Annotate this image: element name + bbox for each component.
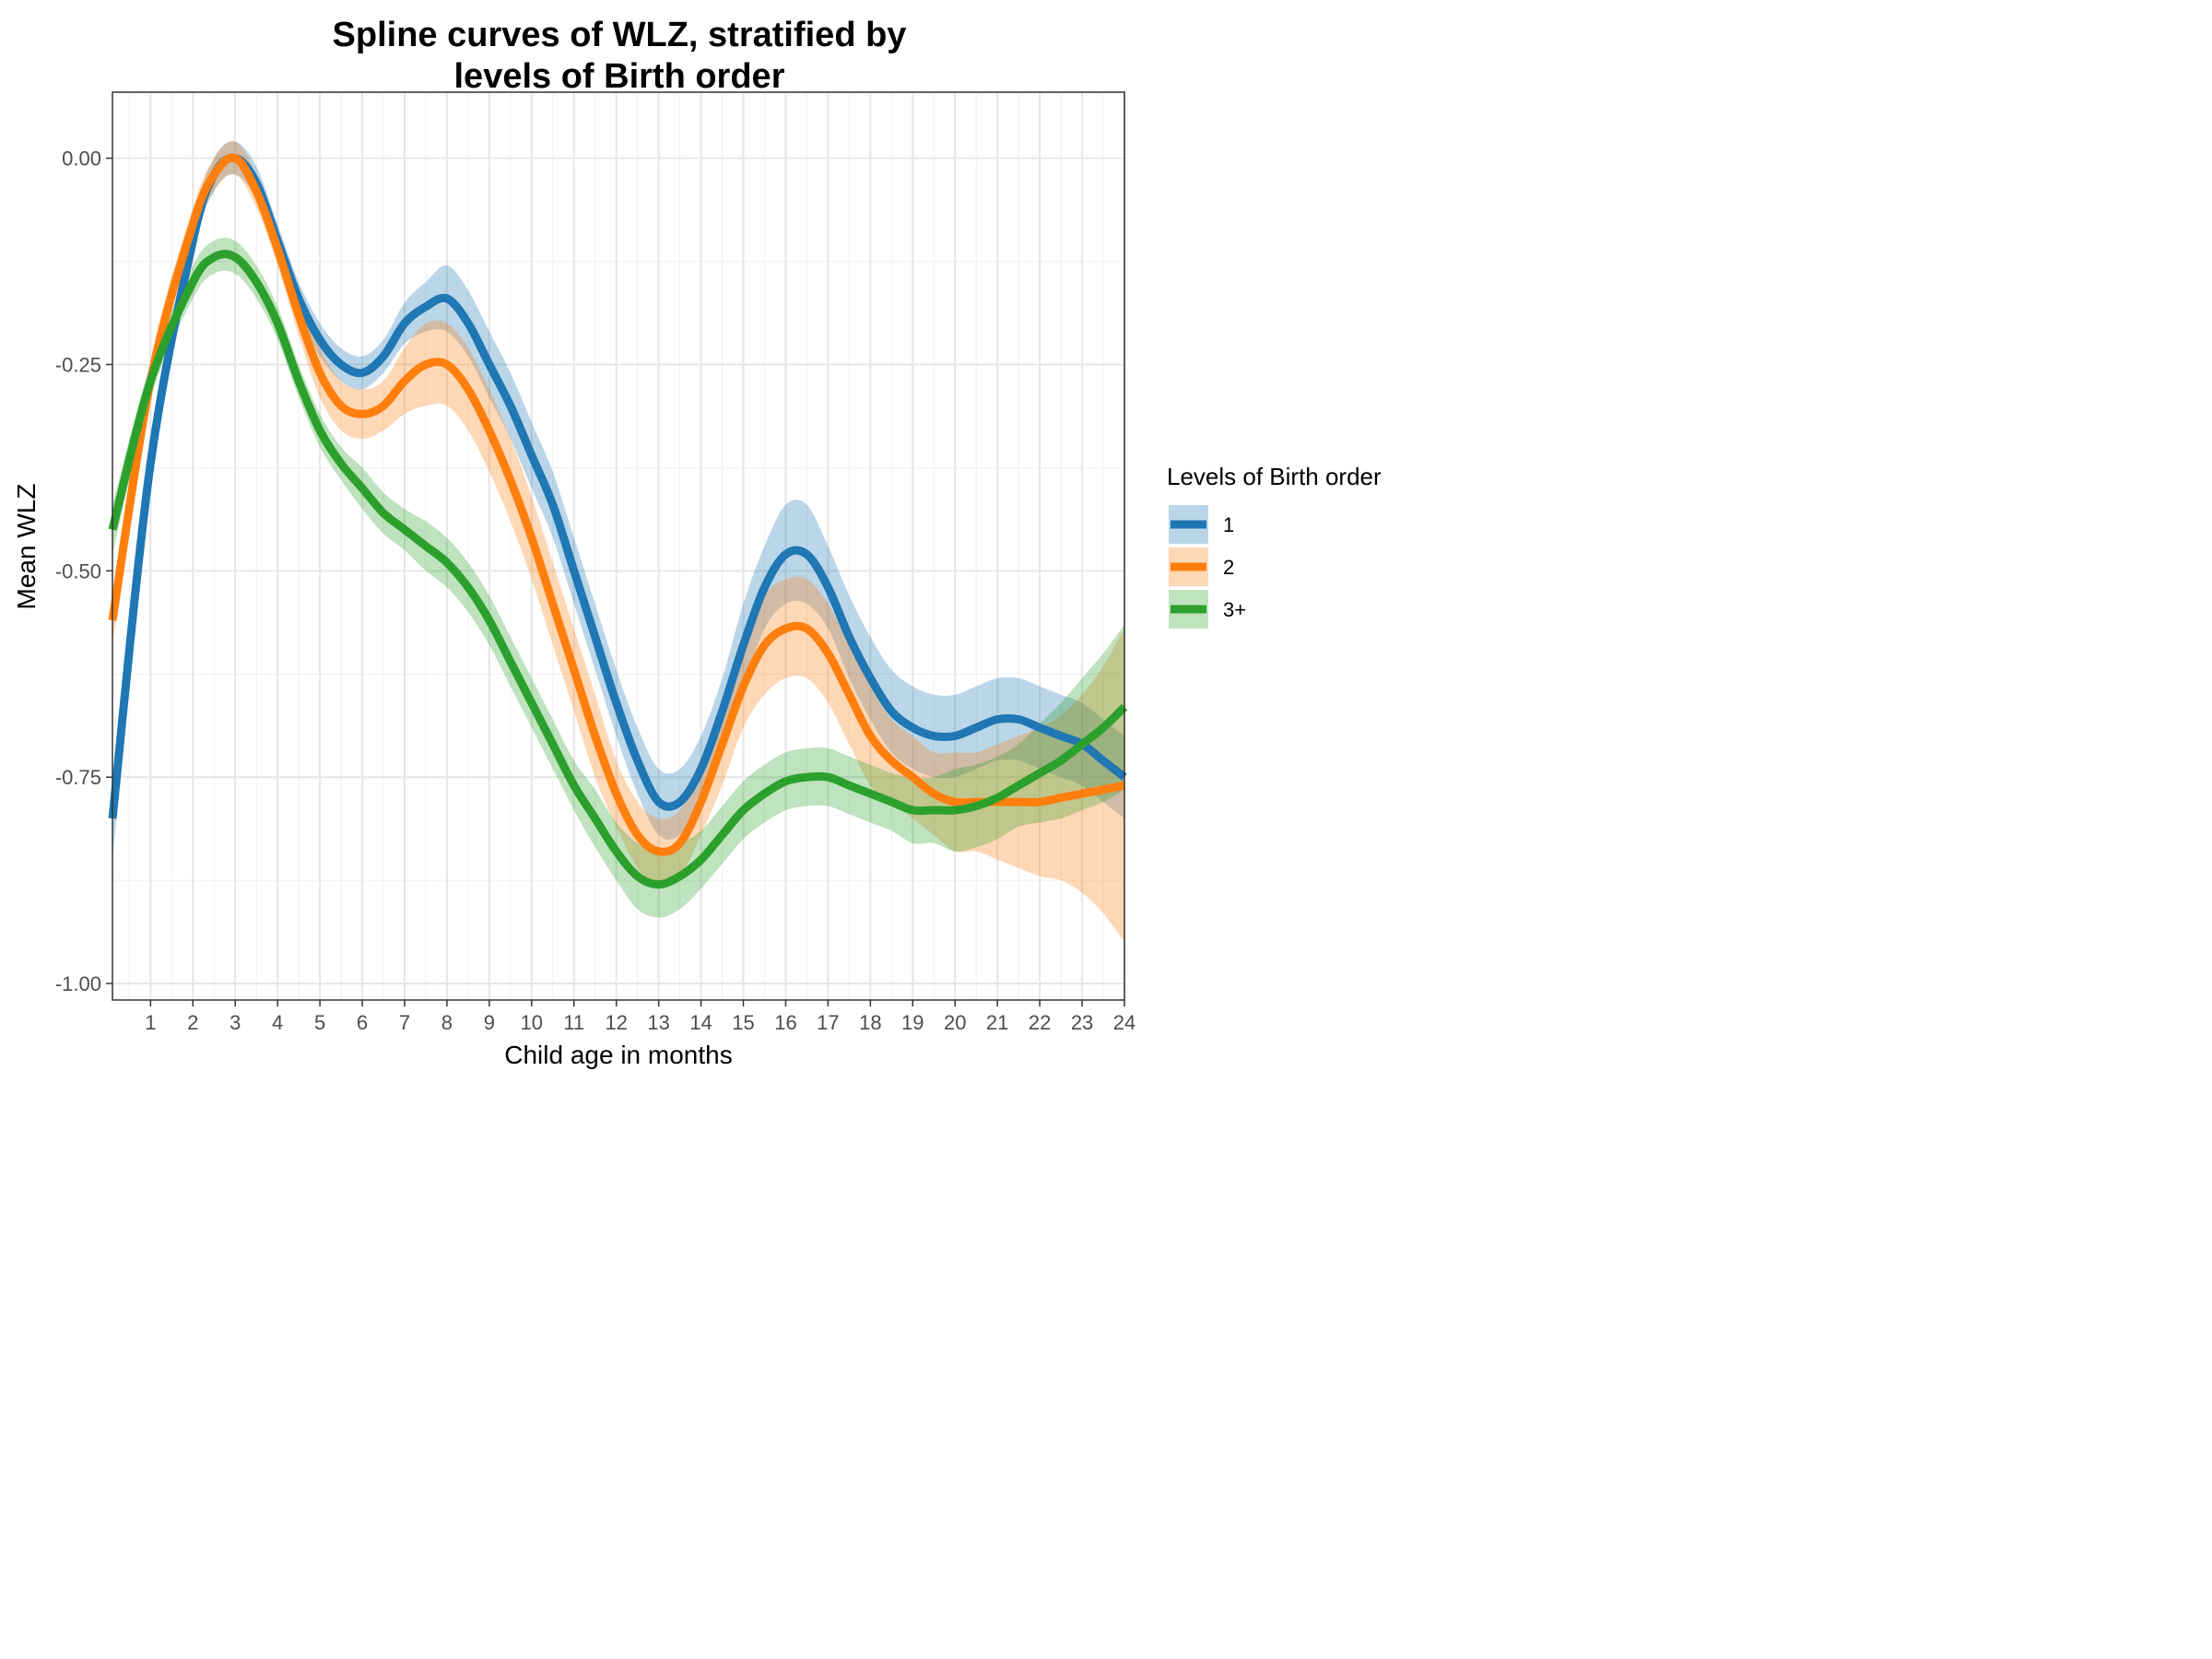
x-tick-label: 18	[859, 1011, 881, 1034]
x-tick-label: 23	[1071, 1011, 1093, 1034]
x-tick-label: 1	[145, 1011, 156, 1034]
x-tick-label: 17	[817, 1011, 839, 1034]
x-tick-label: 4	[272, 1011, 283, 1034]
chart-title-line-1: Spline curves of WLZ, stratified by	[333, 16, 907, 54]
y-tick-label: -0.50	[55, 559, 101, 582]
series-line-3+	[108, 250, 1128, 889]
y-axis-title: Mean WLZ	[12, 484, 41, 610]
x-tick-label: 22	[1029, 1011, 1051, 1034]
legend-title: Levels of Birth order	[1167, 463, 1382, 490]
legend: Levels of Birth order 1 2 3+	[1167, 463, 1382, 629]
x-tick-label: 20	[944, 1011, 966, 1034]
x-tick-label: 12	[605, 1011, 627, 1034]
x-tick-label: 16	[774, 1011, 796, 1034]
y-tick-label: -1.00	[55, 972, 101, 995]
x-tick-label: 10	[521, 1011, 543, 1034]
y-tick-label: -0.25	[55, 354, 101, 377]
chart-svg: Spline curves of WLZ, stratified by leve…	[0, 0, 1434, 1075]
x-axis: 1 2 3 4 5 6 7 8 9 10 11 12 13 14 15 16 17 18 19 20 21 22 23 24	[145, 1000, 1135, 1034]
x-tick-label: 9	[484, 1011, 495, 1034]
series-line-2	[108, 153, 1125, 856]
y-axis: 0.00 -0.25 -0.50 -0.75 -1.00	[55, 147, 112, 995]
legend-item-3+: 3+	[1169, 590, 1246, 629]
x-tick-label: 5	[314, 1011, 325, 1034]
y-tick-label: 0.00	[62, 147, 101, 171]
x-tick-label: 15	[732, 1011, 754, 1034]
legend-items: 1 2 3+	[1169, 505, 1246, 629]
legend-label-3+: 3+	[1223, 598, 1246, 621]
x-tick-label: 21	[986, 1011, 1008, 1034]
x-tick-label: 3	[229, 1011, 241, 1034]
x-tick-label: 2	[187, 1011, 198, 1034]
x-tick-label: 6	[357, 1011, 368, 1034]
x-tick-label: 11	[563, 1011, 584, 1034]
x-tick-label: 7	[399, 1011, 410, 1034]
series-lines	[108, 153, 1128, 889]
legend-label-1: 1	[1223, 513, 1234, 536]
plot-area	[108, 91, 1128, 1001]
x-tick-label: 24	[1113, 1011, 1135, 1034]
legend-item-2: 2	[1169, 547, 1234, 586]
chart-title-line-2: levels of Birth order	[454, 57, 785, 96]
y-tick-label: -0.75	[55, 766, 101, 789]
x-tick-label: 13	[647, 1011, 669, 1034]
chart-root: Spline curves of WLZ, stratified by leve…	[0, 0, 1434, 1075]
legend-label-2: 2	[1223, 556, 1234, 579]
plot-panel-border	[112, 91, 1125, 1001]
x-axis-title: Child age in months	[504, 1041, 732, 1069]
legend-item-1: 1	[1169, 505, 1234, 544]
x-tick-label: 14	[689, 1011, 712, 1034]
x-tick-label: 8	[441, 1011, 453, 1034]
x-tick-label: 19	[901, 1011, 924, 1034]
